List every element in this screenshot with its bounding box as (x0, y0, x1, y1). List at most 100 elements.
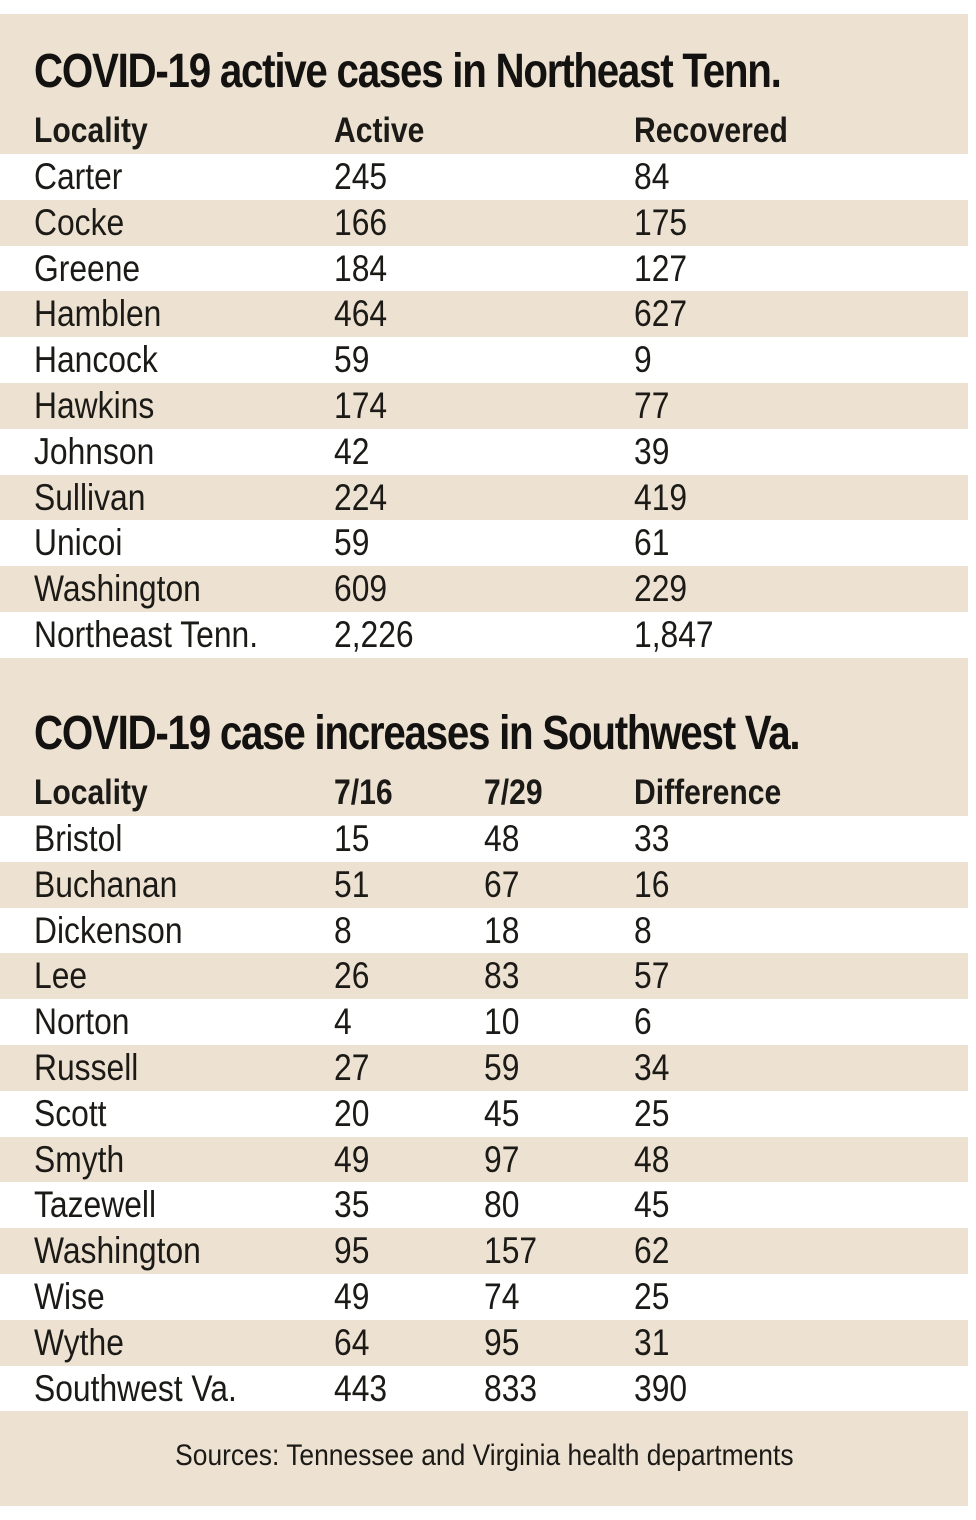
va-7-29: 10 (484, 1001, 520, 1043)
va-7-16: 49 (334, 1138, 370, 1180)
tn-active: 464 (334, 293, 388, 335)
va-header-7-16: 7/16 (334, 773, 393, 812)
va-locality: Norton (34, 1001, 130, 1043)
va-difference: 57 (634, 955, 670, 997)
table-row: Hancock 59 9 (0, 337, 968, 383)
va-locality: Buchanan (34, 863, 178, 905)
va-7-16: 49 (334, 1276, 370, 1317)
tn-recovered: 84 (634, 156, 670, 197)
va-7-29: 48 (484, 818, 520, 859)
va-difference: 390 (634, 1367, 688, 1409)
virginia-table-title: COVID-19 case increases in Southwest Va. (34, 707, 801, 760)
va-locality: Lee (34, 955, 88, 997)
tn-active: 609 (334, 568, 388, 610)
table-row: Unicoi 59 61 (0, 520, 968, 567)
va-difference: 45 (634, 1184, 670, 1226)
va-7-16: 443 (334, 1367, 388, 1409)
table-row: Dickenson 8 18 8 (0, 907, 968, 954)
tn-locality: Carter (34, 156, 123, 197)
va-7-29: 95 (484, 1321, 520, 1363)
va-7-29: 45 (484, 1092, 520, 1134)
va-difference: 6 (634, 1001, 652, 1043)
table-row: Smyth 49 97 48 (0, 1136, 968, 1183)
va-7-29: 67 (484, 863, 520, 905)
va-locality: Wythe (34, 1321, 124, 1363)
table-row: Norton 4 10 6 (0, 999, 968, 1045)
va-7-29: 59 (484, 1047, 520, 1088)
tn-header-active: Active (334, 111, 425, 150)
tn-locality: Unicoi (34, 522, 123, 564)
source-text: Sources: Tennessee and Virginia health d… (174, 1439, 794, 1472)
table-row: Wythe 64 95 31 (0, 1319, 968, 1366)
table-row: Hawkins 174 77 (0, 383, 968, 429)
va-difference: 8 (634, 909, 652, 951)
tn-recovered: 127 (634, 247, 688, 289)
tn-recovered: 1,847 (634, 614, 714, 655)
va-7-16: 26 (334, 955, 370, 997)
va-locality: Smyth (34, 1138, 125, 1180)
va-difference: 31 (634, 1321, 670, 1363)
table-row: Sullivan 224 419 (0, 474, 968, 521)
va-7-16: 64 (334, 1321, 370, 1363)
tennessee-table-header: Locality Active Recovered (0, 108, 968, 154)
table-row: Hamblen 464 627 (0, 291, 968, 338)
tn-active: 59 (334, 339, 370, 381)
tn-recovered: 9 (634, 339, 652, 381)
table-row: Bristol 15 48 33 (0, 816, 968, 862)
va-locality: Southwest Va. (34, 1367, 237, 1409)
tn-recovered: 175 (634, 201, 688, 243)
tn-recovered: 77 (634, 385, 670, 426)
va-7-16: 20 (334, 1092, 370, 1134)
tn-header-recovered: Recovered (634, 111, 788, 150)
va-difference: 16 (634, 863, 670, 905)
va-7-16: 15 (334, 818, 370, 859)
tn-locality: Cocke (34, 201, 125, 243)
va-locality: Dickenson (34, 909, 183, 951)
tn-active: 245 (334, 156, 388, 197)
table-row: Washington 95 157 62 (0, 1228, 968, 1274)
tn-locality: Washington (34, 568, 201, 610)
va-7-16: 51 (334, 863, 370, 905)
va-7-29: 833 (484, 1367, 538, 1409)
va-7-29: 157 (484, 1230, 538, 1272)
source-note: Sources: Tennessee and Virginia health d… (0, 1436, 968, 1476)
va-locality: Scott (34, 1092, 107, 1134)
va-difference: 25 (634, 1276, 670, 1317)
table-row: Johnson 42 39 (0, 428, 968, 475)
tn-active: 42 (334, 430, 370, 472)
table-row: Cocke 166 175 (0, 199, 968, 246)
va-7-29: 74 (484, 1276, 520, 1317)
va-7-29: 80 (484, 1184, 520, 1226)
va-locality: Bristol (34, 818, 123, 859)
va-header-7-29: 7/29 (484, 773, 543, 812)
va-7-16: 27 (334, 1047, 370, 1088)
table-row: Carter 245 84 (0, 154, 968, 200)
va-locality: Washington (34, 1230, 201, 1272)
tennessee-table-title: COVID-19 active cases in Northeast Tenn. (34, 45, 782, 98)
tn-active: 166 (334, 201, 388, 243)
va-7-16: 35 (334, 1184, 370, 1226)
tn-recovered: 61 (634, 522, 670, 564)
tn-active: 2,226 (334, 614, 414, 655)
tn-active: 174 (334, 385, 388, 426)
tn-recovered: 39 (634, 430, 670, 472)
va-difference: 34 (634, 1047, 670, 1088)
tn-active: 184 (334, 247, 388, 289)
va-7-16: 8 (334, 909, 352, 951)
tn-locality: Johnson (34, 430, 155, 472)
va-locality: Tazewell (34, 1184, 157, 1226)
right-margin (968, 0, 976, 1520)
tn-locality: Hamblen (34, 293, 162, 335)
tn-locality: Hancock (34, 339, 158, 381)
tn-recovered: 627 (634, 293, 688, 335)
va-difference: 62 (634, 1230, 670, 1272)
va-difference: 33 (634, 818, 670, 859)
virginia-table-header: Locality 7/16 7/29 Difference (0, 770, 968, 816)
va-7-29: 18 (484, 909, 520, 951)
table-row-total: Northeast Tenn. 2,226 1,847 (0, 612, 968, 658)
va-locality: Russell (34, 1047, 139, 1088)
va-difference: 48 (634, 1138, 670, 1180)
tn-header-locality: Locality (34, 111, 148, 150)
table-row: Scott 20 45 25 (0, 1090, 968, 1137)
tn-locality: Northeast Tenn. (34, 614, 259, 655)
